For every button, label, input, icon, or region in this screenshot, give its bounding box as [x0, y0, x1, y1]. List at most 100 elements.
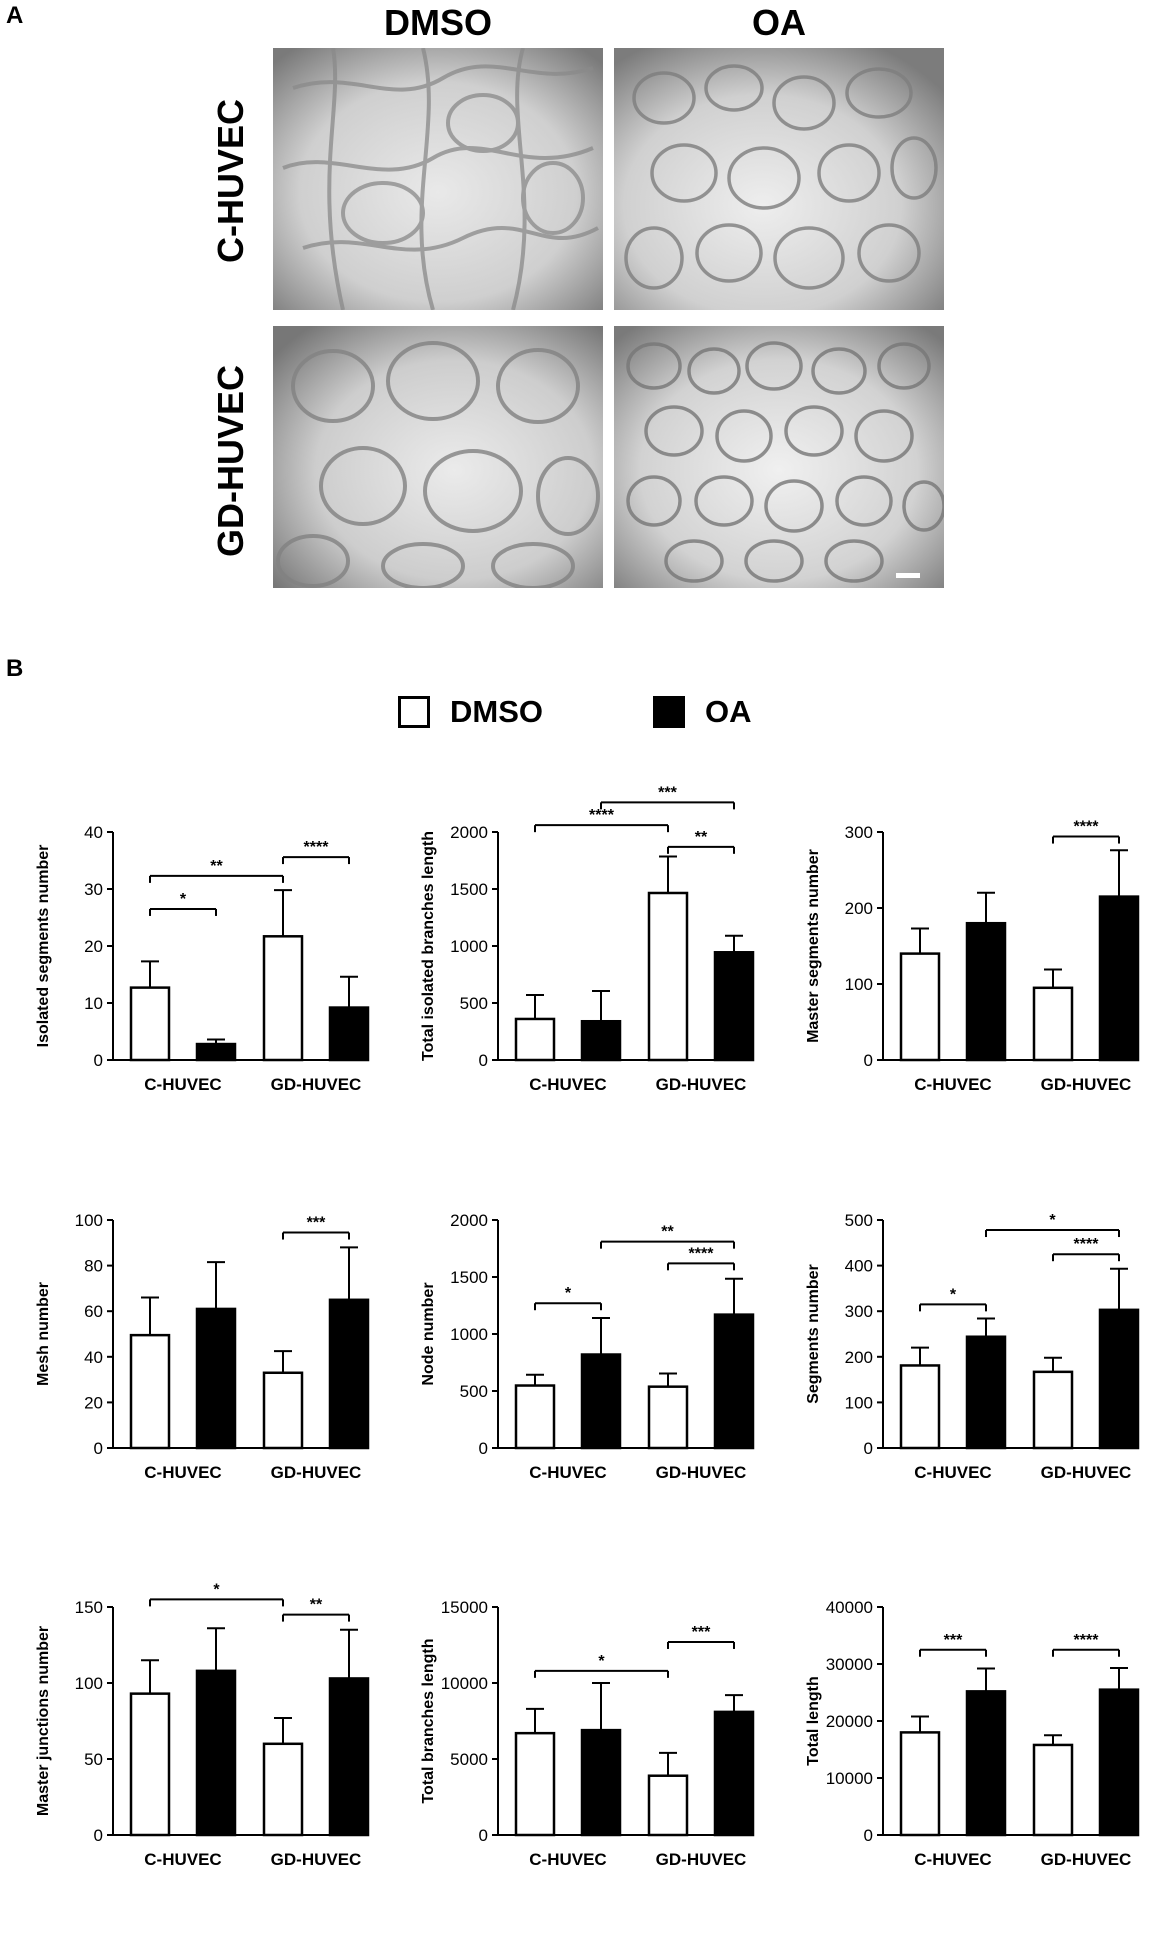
y-tick-label: 40 [84, 1348, 103, 1367]
y-tick-label: 0 [94, 1439, 103, 1458]
bar-dmso-c-huvec [514, 1017, 556, 1062]
legend-item-dmso: DMSO [398, 694, 543, 730]
micrograph-gd-huvec-oa [614, 326, 944, 588]
bar-dmso-c-huvec [514, 1731, 556, 1837]
legend: DMSO OA [398, 694, 752, 730]
bar-dmso-c-huvec [129, 1692, 171, 1837]
y-tick-label: 300 [845, 823, 873, 842]
column-header-oa: OA [752, 2, 806, 43]
y-tick-label: 50 [84, 1750, 103, 1769]
column-header-dmso: DMSO [384, 2, 492, 43]
x-tick-label: GD-HUVEC [656, 1075, 747, 1094]
y-tick-label: 1500 [450, 880, 488, 899]
y-tick-label: 500 [845, 1211, 873, 1230]
significance-label: *** [658, 784, 677, 801]
bar-oa-c-huvec [580, 1728, 622, 1837]
micrograph-image [614, 48, 944, 310]
bar-oa-c-huvec [195, 1042, 237, 1062]
significance-label: ** [695, 829, 708, 846]
chart-mesh-number: 0 20 40 60 80 100 Mesh number C-HUVEC GD-HUVEC **… [20, 1148, 380, 1538]
x-tick-label: GD-HUVEC [1041, 1463, 1132, 1482]
x-tick-label: C-HUVEC [914, 1850, 991, 1869]
micrograph-c-huvec-dmso [273, 48, 603, 310]
y-tick-label: 100 [75, 1674, 103, 1693]
chart-svg: 0 500 1000 1500 2000 Total isolated branches … [420, 784, 755, 1094]
micrograph-image [273, 48, 603, 310]
legend-swatch-dmso [398, 696, 430, 728]
bar-dmso-gd-huvec [647, 1385, 689, 1450]
bar-dmso-c-huvec [899, 1364, 941, 1450]
bar-oa-c-huvec [965, 921, 1007, 1062]
x-tick-label: C-HUVEC [529, 1850, 606, 1869]
y-tick-label: 30000 [826, 1655, 873, 1674]
panel-b-letter: B [6, 655, 24, 682]
x-tick-label: C-HUVEC [914, 1463, 991, 1482]
significance-label: * [180, 891, 187, 908]
x-tick-label: GD-HUVEC [1041, 1075, 1132, 1094]
x-tick-label: GD-HUVEC [271, 1075, 362, 1094]
y-tick-label: 1500 [450, 1268, 488, 1287]
legend-item-oa: OA [653, 694, 752, 730]
y-tick-label: 0 [864, 1826, 873, 1845]
y-tick-label: 0 [479, 1051, 488, 1070]
chart-svg: 0 10000 20000 30000 40000 Total length C-HUVEC… [805, 1598, 1140, 1869]
y-tick-label: 0 [479, 1826, 488, 1845]
significance-label: **** [1074, 1632, 1100, 1649]
y-tick-label: 100 [845, 975, 873, 994]
bar-oa-c-huvec [580, 1019, 622, 1062]
bar-oa-gd-huvec [328, 1298, 370, 1450]
bar-oa-gd-huvec [328, 1677, 370, 1837]
x-tick-label: C-HUVEC [144, 1850, 221, 1869]
legend-label-oa: OA [705, 694, 752, 729]
significance-label: ** [310, 1597, 323, 1614]
x-tick-label: C-HUVEC [144, 1075, 221, 1094]
chart-svg: 0 100 200 300 Master segments number C-HUVEC G… [805, 819, 1140, 1094]
significance-label: **** [689, 1245, 715, 1262]
bar-oa-c-huvec [195, 1669, 237, 1837]
y-tick-label: 500 [460, 994, 488, 1013]
y-tick-label: 60 [84, 1302, 103, 1321]
x-tick-label: GD-HUVEC [656, 1850, 747, 1869]
y-axis-label: Master junctions number [35, 1626, 52, 1816]
y-axis-label: Master segments number [805, 849, 822, 1043]
significance-label: *** [944, 1632, 963, 1649]
y-tick-label: 0 [94, 1051, 103, 1070]
bar-dmso-c-huvec [514, 1384, 556, 1450]
bar-dmso-c-huvec [129, 1333, 171, 1450]
y-tick-label: 20 [84, 1393, 103, 1412]
chart-isolated-segments-number: 0 10 20 30 40 Isolated segments number C-HUVEC… [20, 760, 380, 1150]
x-tick-label: C-HUVEC [529, 1075, 606, 1094]
y-tick-label: 0 [864, 1051, 873, 1070]
micrograph-gd-huvec-dmso [273, 326, 603, 588]
x-tick-label: GD-HUVEC [271, 1463, 362, 1482]
significance-label: ** [210, 858, 223, 875]
significance-label: * [565, 1285, 572, 1302]
bar-oa-c-huvec [195, 1307, 237, 1450]
micrograph-c-huvec-oa [614, 48, 944, 310]
y-tick-label: 2000 [450, 1211, 488, 1230]
bar-oa-gd-huvec [713, 1710, 755, 1837]
bar-oa-gd-huvec [328, 1006, 370, 1062]
chart-svg: 0 5000 10000 15000 Total branches length C-HU… [420, 1598, 755, 1869]
y-tick-label: 0 [479, 1439, 488, 1458]
y-tick-label: 1000 [450, 1325, 488, 1344]
y-tick-label: 20000 [826, 1712, 873, 1731]
bar-oa-c-huvec [965, 1690, 1007, 1837]
significance-label: **** [304, 839, 330, 856]
chart-svg: 0 100 200 300 400 500 Segments number C-HUVEC GD… [805, 1211, 1140, 1482]
legend-swatch-oa [653, 696, 685, 728]
y-tick-label: 2000 [450, 823, 488, 842]
y-tick-label: 10 [84, 994, 103, 1013]
y-tick-label: 30 [84, 880, 103, 899]
y-tick-label: 200 [845, 1348, 873, 1367]
y-axis-label: Mesh number [35, 1282, 52, 1386]
y-tick-label: 200 [845, 899, 873, 918]
panel-a-letter: A [6, 2, 24, 29]
bar-dmso-c-huvec [899, 1731, 941, 1837]
y-tick-label: 1000 [450, 937, 488, 956]
bar-oa-gd-huvec [1098, 1688, 1140, 1837]
y-tick-label: 150 [75, 1598, 103, 1617]
x-tick-label: C-HUVEC [144, 1463, 221, 1482]
bar-dmso-gd-huvec [1032, 1743, 1074, 1837]
chart-total-length: 0 10000 20000 30000 40000 Total length C-HUVEC… [790, 1535, 1150, 1925]
